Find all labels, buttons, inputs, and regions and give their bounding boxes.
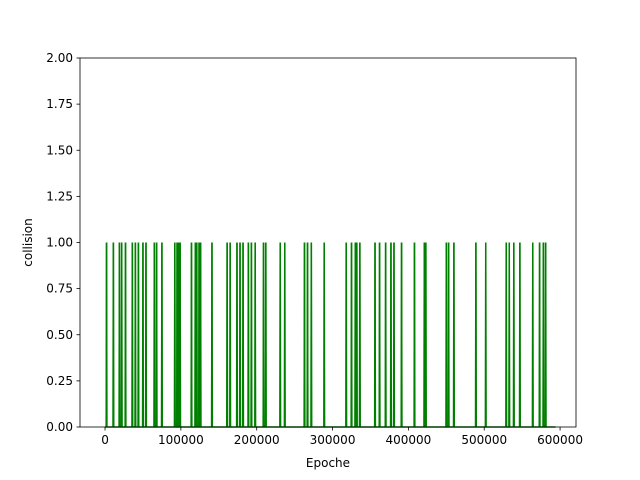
x-tick-label: 400000 bbox=[385, 433, 431, 447]
y-axis-label: collision bbox=[21, 218, 35, 266]
x-tick-label: 0 bbox=[101, 433, 109, 447]
y-tick-label: 2.00 bbox=[46, 51, 73, 65]
y-axis: 0.00 0.25 0.50 0.75 1.00 1.25 1.50 1.75 2.00 bbox=[46, 51, 80, 434]
y-tick-label: 0.25 bbox=[46, 374, 73, 388]
x-axis-label: Epoche bbox=[306, 456, 350, 470]
x-tick-label: 500000 bbox=[461, 433, 507, 447]
y-tick-label: 1.50 bbox=[46, 143, 73, 157]
y-tick-label: 1.25 bbox=[46, 189, 73, 203]
x-tick-label: 200000 bbox=[234, 433, 280, 447]
x-tick-label: 100000 bbox=[158, 433, 204, 447]
y-tick-label: 0.00 bbox=[46, 420, 73, 434]
y-tick-label: 1.00 bbox=[46, 236, 73, 250]
plot-area bbox=[105, 242, 556, 428]
y-tick-label: 0.75 bbox=[46, 282, 73, 296]
y-tick-label: 1.75 bbox=[46, 97, 73, 111]
x-tick-label: 600000 bbox=[537, 433, 583, 447]
y-tick-label: 0.50 bbox=[46, 328, 73, 342]
x-tick-label: 300000 bbox=[310, 433, 356, 447]
x-axis: 0 100000 200000 300000 400000 500000 600000 bbox=[101, 427, 583, 447]
